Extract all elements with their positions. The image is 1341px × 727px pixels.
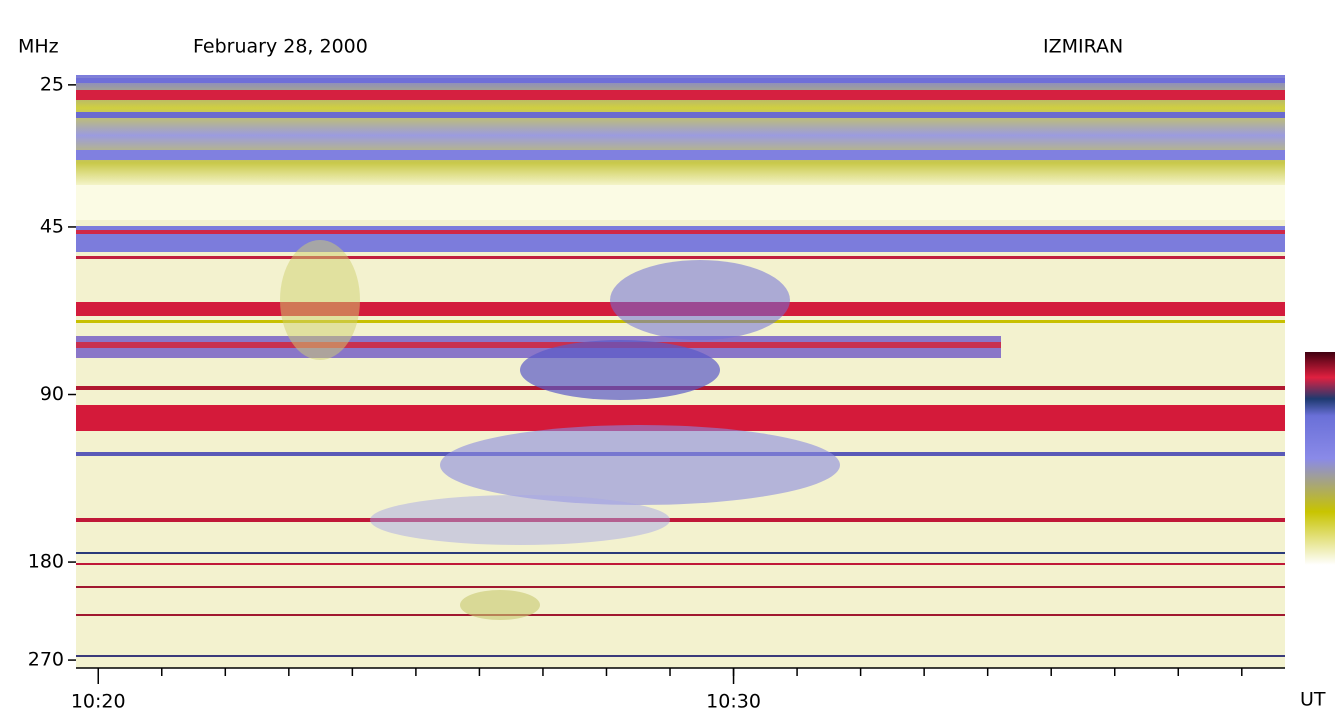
y-tick-label: 45 [40,215,64,237]
y-tick-label: 180 [28,551,64,573]
chart-title: February 28, 2000 [193,36,368,58]
color-bar [1305,352,1335,565]
y-axis-label: MHz [18,36,59,58]
y-tick-label: 90 [40,383,64,405]
source-label: IZMIRAN [1043,36,1123,58]
y-tick-label: 25 [40,73,64,95]
x-axis-label: UT [1300,689,1326,711]
x-tick-label: 10:30 [706,691,761,713]
spectrogram-image [76,75,1285,668]
y-tick-label: 270 [28,649,64,671]
x-tick-label: 10:20 [71,691,126,713]
